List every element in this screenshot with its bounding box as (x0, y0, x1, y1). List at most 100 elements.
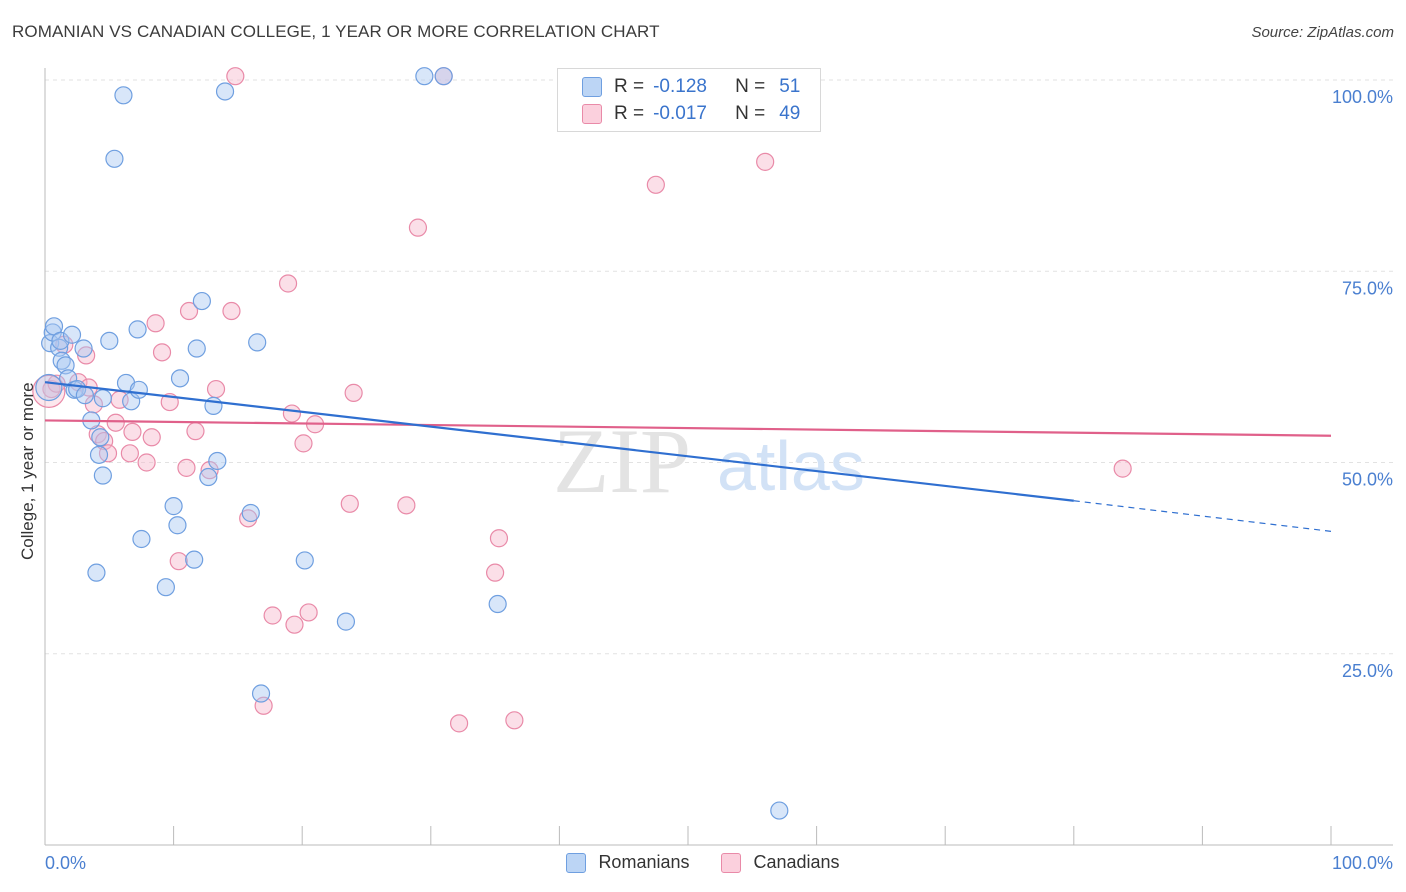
romanian-point (129, 380, 148, 399)
canadian-point (449, 714, 469, 733)
romanian-point (215, 82, 235, 101)
romanian-point (87, 563, 106, 582)
romanians-swatch (582, 77, 602, 97)
y-tick-label: 75.0% (1342, 278, 1393, 298)
chart-title: ROMANIAN VS CANADIAN COLLEGE, 1 YEAR OR … (12, 22, 660, 41)
romanians-legend-label: Romanians (598, 852, 690, 872)
canadian-point (169, 552, 188, 571)
canadians-r-label: R = (614, 103, 645, 124)
canadian-point (299, 603, 318, 622)
canadian-point (294, 434, 313, 453)
canadian-point (282, 404, 302, 423)
romanian-point (770, 801, 789, 820)
x-tick-label-min: 0.0% (45, 853, 86, 873)
canadian-point (120, 444, 139, 463)
romanian-point (168, 516, 187, 535)
source-label: Source: ZipAtlas.com (1251, 24, 1394, 41)
romanian-point (164, 497, 183, 516)
canadian-point (206, 379, 226, 399)
romanian-point (93, 389, 112, 408)
romanian-point (91, 428, 110, 447)
canadian-point (756, 152, 775, 171)
watermark-atlas: atlas (717, 427, 865, 505)
legend-row-canadians: R = -0.017 N = 49 (582, 102, 800, 126)
canadian-point (397, 496, 416, 515)
romanian-point (74, 339, 93, 358)
canadian-point (42, 379, 61, 399)
canadians-trend-line (44, 419, 1332, 437)
legend-item-romanians[interactable]: Romanians (566, 852, 689, 873)
romanian-point (128, 320, 147, 339)
canadian-point (177, 458, 196, 477)
y-tick-label: 100.0% (1332, 87, 1393, 107)
romanian-point (488, 594, 507, 614)
legend-row-romanians: R = -0.128 N = 51 (582, 75, 800, 99)
romanian-point (100, 331, 119, 350)
romanian-point (251, 684, 271, 703)
romanian-point (185, 550, 204, 569)
romanians-trend-line (44, 381, 1074, 502)
romanian-point (75, 386, 94, 405)
canadian-point (152, 343, 172, 362)
canadian-point (137, 453, 156, 472)
romanian-point (51, 331, 70, 350)
tick-labels: 25.0% 50.0% 75.0% 100.0% 0.0% 100.0% (45, 87, 1393, 873)
romanians-n-value: 51 (779, 76, 801, 97)
y-tick-label: 25.0% (1342, 661, 1393, 681)
romanian-point (114, 86, 133, 105)
y-axis-label: College, 1 year or more (18, 382, 37, 560)
canadian-point (200, 461, 219, 480)
romanian-point (192, 291, 211, 311)
canadian-point (344, 383, 363, 402)
canadian-point (146, 314, 165, 333)
canadian-point (226, 67, 245, 86)
axes (44, 68, 1393, 846)
canadians-n-label: N = (735, 103, 766, 124)
canadian-point (408, 218, 428, 237)
romanian-point (156, 578, 175, 597)
romanian-point (93, 466, 112, 485)
canadian-point (505, 711, 524, 730)
series-legend: Romanians Canadians (0, 852, 1406, 873)
romanians-legend-swatch (566, 852, 587, 873)
romanians-trend-extension (1073, 500, 1332, 532)
romanian-point (336, 612, 356, 631)
romanian-cluster-point (35, 373, 63, 402)
romanian-point (105, 149, 124, 168)
canadians-n-value: 49 (779, 103, 801, 124)
watermark: ZIP atlas (553, 410, 865, 512)
canadians-points (32, 67, 1132, 733)
canadian-point (278, 274, 298, 293)
canadian-point (486, 563, 505, 582)
canadians-legend-label: Canadians (753, 852, 840, 872)
romanians-r-value: -0.128 (653, 76, 707, 97)
romanian-point (295, 551, 314, 570)
romanian-point (434, 67, 453, 86)
canadian-point (186, 422, 205, 441)
canadian-point (285, 615, 304, 634)
romanian-point (132, 529, 151, 549)
romanian-point (199, 467, 218, 487)
canadians-swatch (582, 104, 602, 124)
legend-item-canadians[interactable]: Canadians (721, 852, 840, 873)
gridlines (45, 79, 1393, 655)
romanian-point (241, 503, 260, 523)
romanian-point (62, 325, 82, 344)
canadian-point (179, 301, 199, 321)
trend-lines (44, 381, 1332, 532)
romanian-point (248, 333, 267, 352)
canadians-legend-swatch (721, 852, 742, 873)
canadian-point (263, 606, 282, 625)
canadian-point (489, 529, 509, 548)
y-tick-label: 50.0% (1342, 470, 1393, 490)
x-tick-label-max: 100.0% (1332, 853, 1393, 873)
watermark-zip: ZIP (553, 410, 691, 512)
romanians-r-label: R = (614, 76, 645, 97)
romanian-point (170, 369, 190, 388)
canadian-point (646, 175, 665, 194)
canadian-point (106, 413, 125, 432)
canadian-point (340, 494, 359, 513)
canadian-point (1113, 459, 1132, 478)
romanian-point (89, 445, 109, 464)
